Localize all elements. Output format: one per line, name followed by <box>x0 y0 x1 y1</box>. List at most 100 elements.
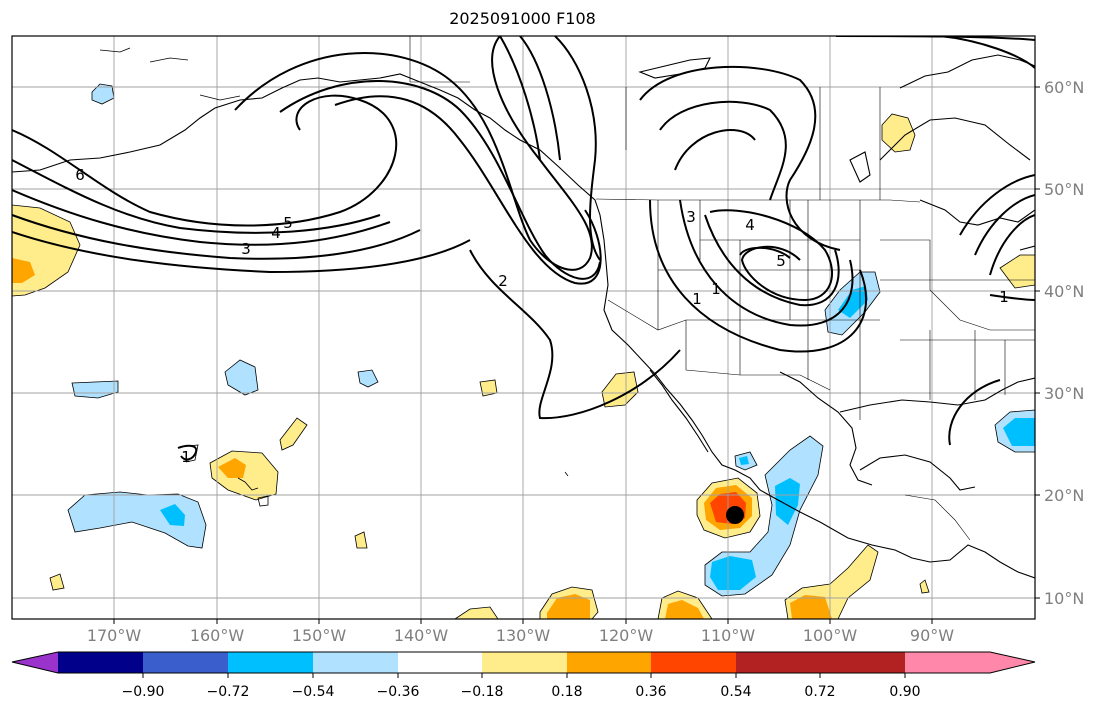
contour-line <box>989 214 1035 276</box>
contour-label: 3 <box>241 240 251 258</box>
contour-label: 5 <box>776 252 786 270</box>
contour-line <box>519 36 561 161</box>
contour-label: 5 <box>283 214 293 232</box>
colorbar-swatch <box>58 652 143 673</box>
hurricane-center-marker <box>726 506 744 524</box>
cool-anomaly <box>357 369 379 388</box>
colorbar-tick-label: −0.36 <box>376 684 420 700</box>
cool-anomaly-core <box>838 286 868 318</box>
lat-label: 30°N <box>1044 384 1085 403</box>
contour-line <box>639 65 841 251</box>
warm-anomaly <box>479 379 498 397</box>
contour-label: 1 <box>711 280 721 298</box>
lon-label: 110°W <box>700 626 756 645</box>
lat-label: 20°N <box>1044 486 1085 505</box>
map-area <box>12 36 1035 619</box>
warm-anomaly <box>999 254 1035 289</box>
map-ticks <box>113 86 1040 624</box>
contour-line <box>177 444 198 461</box>
cool-anomaly-core <box>160 504 185 526</box>
contour-label: 1 <box>692 290 702 308</box>
contour-line <box>939 36 1035 69</box>
anomaly-fills <box>12 83 1035 619</box>
contour-line <box>709 209 834 302</box>
colorbar <box>11 651 1036 678</box>
lon-label: 170°W <box>86 626 142 645</box>
contour-line <box>12 231 471 274</box>
lon-label: 130°W <box>495 626 551 645</box>
colorbar-swatch <box>482 652 567 673</box>
lat-label: 50°N <box>1044 180 1085 199</box>
warm-anomaly <box>209 450 279 501</box>
map-title: 2025091000 F108 <box>449 9 596 28</box>
contour-line <box>12 94 398 227</box>
contours <box>12 36 1035 461</box>
contour-line <box>12 214 421 260</box>
cool-anomaly-core <box>1003 418 1035 446</box>
warm-anomaly <box>881 113 916 153</box>
colorbar-ticks <box>142 673 906 678</box>
contour-line <box>679 199 854 327</box>
warm-anomaly-core <box>12 258 35 283</box>
warm-anomaly <box>919 579 930 594</box>
colorbar-swatch <box>228 652 313 673</box>
colorbar-tick-label: −0.90 <box>121 684 165 700</box>
colorbar-swatch <box>736 652 820 673</box>
warm-anomaly <box>279 417 308 451</box>
lat-label: 40°N <box>1044 282 1085 301</box>
cool-anomaly <box>71 380 119 399</box>
warm-anomaly <box>601 371 639 408</box>
colorbar-extend-low <box>12 652 58 673</box>
contour-label: 4 <box>745 216 755 234</box>
colorbar-swatch <box>313 652 398 673</box>
contour-line <box>469 249 681 420</box>
colorbar-swatch <box>820 652 905 673</box>
lon-label: 120°W <box>598 626 654 645</box>
lon-label: 150°W <box>291 626 347 645</box>
colorbar-tick-label: 0.72 <box>804 684 836 700</box>
contour-line <box>974 194 1035 256</box>
cool-anomaly-core <box>775 478 800 525</box>
warm-anomaly-core <box>218 458 246 478</box>
contour-line <box>948 379 1001 446</box>
lat-label: 60°N <box>1044 78 1085 97</box>
cool-anomaly-core <box>739 456 749 465</box>
lon-label: 100°W <box>802 626 858 645</box>
colorbar-swatch <box>398 652 482 673</box>
contour-line <box>279 80 601 280</box>
contour-label: 1 <box>181 448 191 466</box>
warm-anomaly-core <box>665 600 704 619</box>
political-borders <box>409 36 1035 541</box>
colorbar-tick-label: −0.54 <box>291 684 335 700</box>
colorbar-swatch <box>651 652 736 673</box>
coastlines <box>12 54 1035 579</box>
cool-anomaly <box>67 491 207 549</box>
cool-anomaly <box>224 359 259 396</box>
contour-labels: 6 5 4 3 2 1 3 4 5 1 1 1 <box>75 166 1009 466</box>
lon-label: 140°W <box>393 626 449 645</box>
colorbar-swatch <box>567 652 651 673</box>
contour-line <box>989 294 1035 301</box>
colorbar-tick-label: −0.72 <box>206 684 250 700</box>
contour-line <box>12 159 381 234</box>
contour-label: 1 <box>999 288 1009 306</box>
colorbar-swatch <box>143 652 228 673</box>
contour-line <box>554 36 601 261</box>
contour-line <box>704 214 840 307</box>
colorbar-outline <box>11 651 1036 674</box>
lon-label: 90°W <box>909 626 955 645</box>
contour-label: 3 <box>686 208 696 226</box>
colorbar-tick-label: −0.18 <box>460 684 504 700</box>
colorbar-tick-label: 0.54 <box>720 684 752 700</box>
lat-lon-grid <box>12 36 1035 619</box>
contour-line <box>959 174 1035 236</box>
cool-anomaly-core <box>710 556 756 590</box>
contour-label: 2 <box>498 272 508 290</box>
lat-label: 10°N <box>1044 589 1085 608</box>
colorbar-tick-label: 0.36 <box>635 684 667 700</box>
contour-line <box>739 246 791 259</box>
contour-label: 6 <box>75 166 85 184</box>
warm-anomaly <box>454 606 499 619</box>
contour-line <box>234 36 593 271</box>
